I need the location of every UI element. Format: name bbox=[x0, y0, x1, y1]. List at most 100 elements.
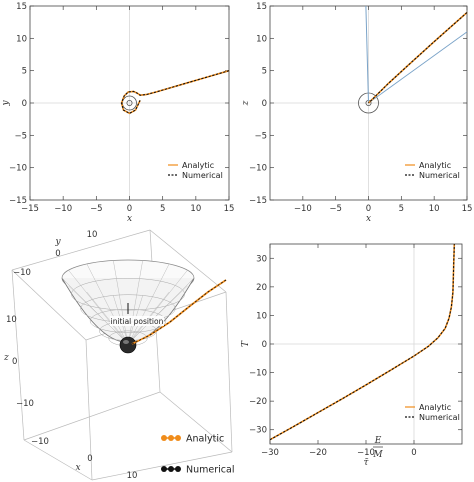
box-edge bbox=[11, 269, 25, 441]
x-tick-label: −20 bbox=[309, 448, 327, 458]
x-tick-label: −10 bbox=[357, 448, 375, 458]
legend-label-numerical: Numerical bbox=[182, 171, 223, 180]
origin-marker bbox=[126, 100, 133, 107]
x-tick-label: 5 bbox=[160, 204, 165, 214]
x-tick-label: 5 bbox=[399, 204, 404, 214]
legend-label-analytic: Analytic bbox=[419, 403, 451, 412]
y-tick-label: −5 bbox=[254, 131, 267, 141]
y-axis-label: z bbox=[241, 100, 251, 106]
y-tick-label: 0 bbox=[22, 99, 27, 109]
bowl-meridian bbox=[130, 263, 170, 341]
bowl-meridian bbox=[86, 263, 126, 341]
y-tick-label: −15 bbox=[9, 196, 27, 206]
bowl-meridian bbox=[68, 270, 125, 341]
y-tick-label: −5 bbox=[14, 131, 27, 141]
z-tick-label-3d: −10 bbox=[16, 399, 34, 409]
y-tick-label: 0 bbox=[262, 340, 267, 350]
central-sphere bbox=[119, 336, 137, 354]
y-tick-label-3d: −10 bbox=[13, 268, 31, 278]
box-edge bbox=[149, 229, 227, 293]
x-axis-label: x bbox=[127, 214, 132, 224]
annotation-background bbox=[110, 316, 164, 326]
x-tick-label: 0 bbox=[127, 204, 132, 214]
y-tick-label-3d: 0 bbox=[55, 249, 60, 259]
x-label-denominator: M bbox=[372, 450, 383, 460]
x-tick-label: −30 bbox=[261, 448, 279, 458]
x-axis-label: x bbox=[366, 214, 371, 224]
x-tick-label: −15 bbox=[21, 204, 39, 214]
x-label-numerator: E bbox=[374, 436, 382, 446]
box-edge bbox=[159, 391, 233, 453]
x-tick-label: 10 bbox=[429, 204, 440, 214]
initial-position-label: initial position bbox=[111, 317, 164, 326]
legend3d-marker-analytic bbox=[161, 435, 167, 441]
y-tick-label: −20 bbox=[249, 397, 267, 407]
y-tick-label: 5 bbox=[262, 67, 267, 77]
y-axis-label: y bbox=[1, 100, 11, 107]
legend3d-marker-analytic bbox=[175, 435, 181, 441]
z-tick-label-3d: 10 bbox=[6, 315, 17, 325]
legend3d-marker-numerical bbox=[175, 466, 181, 472]
axis-trace-line bbox=[365, 5, 369, 104]
box-edge bbox=[91, 451, 233, 481]
bowl-meridian bbox=[131, 270, 188, 341]
box-edge bbox=[225, 291, 233, 453]
legend3d-marker-numerical bbox=[161, 466, 167, 472]
legend3d-marker-analytic bbox=[168, 435, 174, 441]
y-tick-label: −10 bbox=[9, 164, 27, 174]
y-tick-label: −15 bbox=[249, 196, 267, 206]
y-tick-label: 15 bbox=[16, 2, 27, 12]
y-tick-label: 15 bbox=[256, 2, 267, 12]
box-edge bbox=[23, 391, 161, 441]
bowl-meridian bbox=[61, 277, 125, 341]
legend3d-label-numerical: Numerical bbox=[186, 465, 234, 476]
horizon-circle bbox=[122, 95, 137, 111]
z-tick-label-3d: 0 bbox=[12, 357, 17, 367]
legend-label-numerical: Numerical bbox=[419, 171, 460, 180]
y-tick-label-3d: 10 bbox=[87, 230, 98, 240]
series-line-numerical bbox=[269, 243, 455, 441]
legend-label-numerical: Numerical bbox=[419, 413, 460, 422]
y-tick-label: 10 bbox=[256, 34, 267, 44]
legend3d-marker-numerical bbox=[168, 466, 174, 472]
y-tick-label: −10 bbox=[249, 164, 267, 174]
series-line-analytic bbox=[120, 69, 230, 115]
x-tick-label: −5 bbox=[329, 204, 342, 214]
box-edge bbox=[11, 229, 151, 271]
legend3d-label-analytic: Analytic bbox=[186, 434, 224, 445]
x-tick-label: 15 bbox=[224, 204, 235, 214]
x-axis-label: τ̃ bbox=[364, 457, 370, 468]
x-tick-label: −10 bbox=[54, 204, 72, 214]
x-tick-label-3d: 0 bbox=[87, 454, 92, 464]
series-line-numerical bbox=[120, 70, 230, 114]
z-axis-label-3d: z bbox=[3, 353, 9, 363]
series-line-numerical bbox=[368, 12, 468, 104]
y-tick-label: 20 bbox=[256, 283, 267, 293]
box-edge bbox=[11, 269, 87, 341]
series-line-numerical-3d bbox=[131, 279, 227, 345]
y-tick-label: 0 bbox=[262, 99, 267, 109]
x-tick-label-3d: 10 bbox=[127, 471, 138, 481]
sphere-highlight bbox=[123, 340, 129, 344]
secondary-trace-line bbox=[368, 31, 468, 104]
y-tick-label: 10 bbox=[256, 311, 267, 321]
x-tick-label-3d: −10 bbox=[31, 437, 49, 447]
bowl-meridian bbox=[131, 285, 188, 341]
box-edge bbox=[85, 339, 93, 481]
x-tick-label: 0 bbox=[411, 448, 416, 458]
y-tick-label: 30 bbox=[256, 254, 267, 264]
y-tick-label: 10 bbox=[16, 34, 27, 44]
legend-label-analytic: Analytic bbox=[182, 161, 214, 170]
y-tick-label: −10 bbox=[249, 369, 267, 379]
legend-label-analytic: Analytic bbox=[419, 161, 451, 170]
x-tick-label: −10 bbox=[294, 204, 312, 214]
x-axis-label-3d: x bbox=[75, 463, 80, 473]
box-edge bbox=[23, 439, 93, 481]
y-tick-label: −30 bbox=[249, 426, 267, 436]
x-tick-label: 10 bbox=[190, 204, 201, 214]
bowl-meridian bbox=[128, 260, 143, 341]
x-tick-label: 0 bbox=[366, 204, 371, 214]
x-tick-label: −5 bbox=[90, 204, 103, 214]
